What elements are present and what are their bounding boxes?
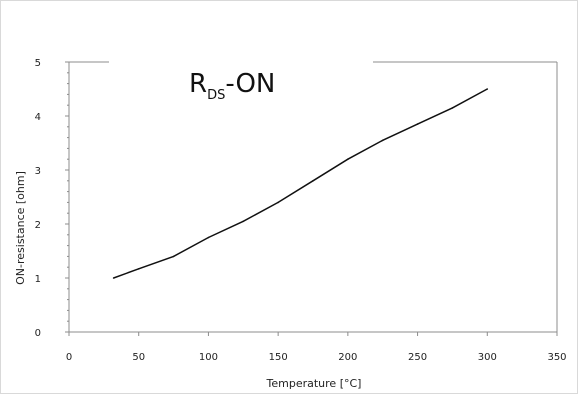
data-point bbox=[451, 107, 454, 109]
data-point bbox=[137, 268, 140, 270]
data-point bbox=[172, 255, 175, 258]
series-line bbox=[113, 88, 488, 279]
x-tick-label: 0 bbox=[66, 352, 72, 363]
y-tick-label: 2 bbox=[35, 220, 41, 231]
data-point bbox=[277, 201, 279, 204]
data-point bbox=[381, 139, 384, 142]
chart-title-subscript: DS bbox=[207, 88, 226, 103]
data-point bbox=[486, 88, 489, 90]
y-tick-label: 4 bbox=[35, 112, 41, 123]
x-tick-label: 100 bbox=[199, 352, 218, 363]
data-point bbox=[416, 123, 419, 125]
x-tick-label: 250 bbox=[408, 352, 427, 363]
data-point bbox=[312, 180, 314, 182]
chart-title-suffix: -ON bbox=[225, 69, 276, 99]
chart-title-main: R bbox=[189, 69, 208, 99]
x-tick-label: 150 bbox=[269, 352, 288, 363]
data-point bbox=[242, 220, 245, 223]
x-tick-label: 50 bbox=[132, 352, 145, 363]
x-tick-label: 300 bbox=[478, 352, 497, 363]
y-tick-label: 1 bbox=[35, 274, 41, 285]
data-point bbox=[112, 277, 115, 279]
chart-title: RDS-ON bbox=[189, 71, 275, 102]
y-axis-title: ON-resistance [ohm] bbox=[14, 171, 27, 285]
x-axis-title: Temperature [°C] bbox=[266, 377, 362, 390]
data-point bbox=[207, 236, 210, 239]
x-tick-label: 350 bbox=[547, 352, 566, 363]
data-point bbox=[347, 158, 349, 160]
series-group bbox=[112, 88, 489, 279]
y-tick-label: 0 bbox=[35, 328, 41, 339]
y-tick-label: 3 bbox=[35, 166, 41, 177]
y-tick-label: 5 bbox=[35, 58, 41, 69]
x-tick-label: 200 bbox=[338, 352, 357, 363]
